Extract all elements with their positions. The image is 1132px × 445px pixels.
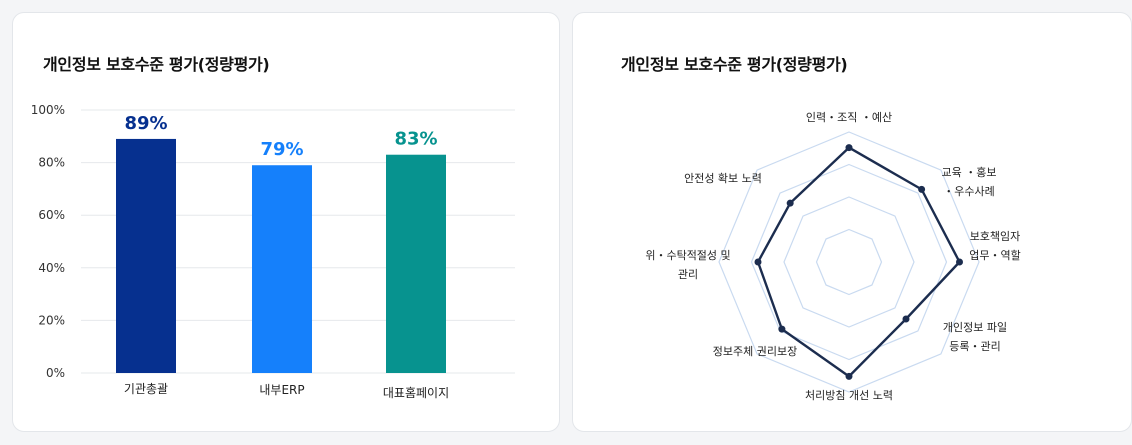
radar-grid-ring	[718, 131, 980, 393]
bar-chart-card: 개인정보 보호수준 평가(정량평가) 0% 20% 40% 60% 80% 100% 89%…	[12, 12, 560, 432]
radar-axis-label: 개인정보 파일	[943, 320, 1007, 334]
bar	[116, 138, 176, 373]
radar-axis-label: 정보주체 권리보장	[713, 345, 797, 358]
radar-axis-label: 안전성 확보 노력	[684, 172, 762, 185]
radar-point	[754, 258, 762, 266]
bar	[386, 154, 446, 373]
x-category-label: 기관총괄	[124, 382, 168, 396]
radar-series-line	[756, 146, 961, 378]
radar-axis-label: 보호책임자	[970, 230, 1021, 243]
bar-value-label: 83%	[394, 129, 437, 150]
bar	[252, 165, 312, 373]
bar-value-label: 79%	[260, 139, 303, 160]
radar-axis-label: 처리방침 개선 노력	[805, 389, 893, 402]
bar-value-label: 89%	[124, 113, 167, 134]
radar-axis-label: 인력・조직 ・예산	[806, 111, 892, 124]
radar-grid-ring	[783, 196, 915, 328]
y-tick-label: 0%	[46, 366, 65, 380]
y-tick-label: 60%	[38, 208, 65, 222]
bar-chart: 0% 20% 40% 60% 80% 100% 89% 기관총괄 79% 내부ERP 83% 대표홈페…	[31, 103, 515, 400]
radar-axis-label: 업무・역할	[969, 249, 1020, 262]
radar-grid-ring	[750, 163, 948, 361]
bar-chart-title: 개인정보 보호수준 평가(정량평가)	[43, 55, 270, 74]
radar-axis-label: ・우수사례	[943, 185, 994, 198]
y-tick-label: 100%	[31, 103, 65, 117]
radar-point	[845, 372, 853, 380]
y-tick-label: 40%	[38, 261, 65, 275]
radar-axis-label: 교육 ・홍보	[942, 165, 997, 179]
radar-axis-label: 등록・관리	[949, 340, 1000, 353]
radar-grid-ring	[815, 228, 883, 296]
x-category-label: 대표홈페이지	[383, 386, 449, 400]
radar-point	[902, 315, 910, 323]
radar-point	[786, 199, 794, 207]
radar-point	[845, 144, 853, 152]
y-tick-label: 20%	[38, 313, 65, 327]
x-category-label: 내부ERP	[259, 383, 304, 397]
radar-axis-label: 위・수탁적절성 및	[645, 249, 730, 262]
radar-axis-label: 관리	[678, 268, 698, 281]
radar-point	[956, 258, 963, 266]
radar-chart-title: 개인정보 보호수준 평가(정량평가)	[621, 55, 848, 74]
radar-point	[918, 185, 926, 193]
y-tick-label: 80%	[38, 156, 65, 170]
radar-point	[778, 325, 786, 333]
